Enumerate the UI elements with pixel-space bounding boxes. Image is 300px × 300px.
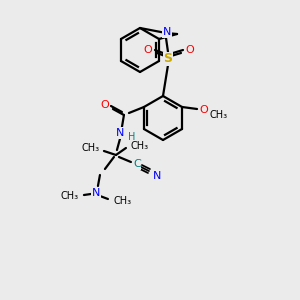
Text: CH₃: CH₃ <box>82 143 100 153</box>
Text: CH₃: CH₃ <box>114 196 132 206</box>
Text: O: O <box>144 45 152 55</box>
Text: N: N <box>163 27 171 37</box>
Text: C: C <box>133 159 141 169</box>
Text: CH₃: CH₃ <box>61 191 79 201</box>
Text: O: O <box>186 45 194 55</box>
Text: CH₃: CH₃ <box>131 141 149 151</box>
Text: O: O <box>200 105 208 115</box>
Text: O: O <box>100 100 109 110</box>
Text: N: N <box>116 128 124 138</box>
Text: S: S <box>164 52 172 65</box>
Text: H: H <box>128 132 136 142</box>
Text: N: N <box>153 171 161 181</box>
Text: CH₃: CH₃ <box>210 110 228 120</box>
Text: N: N <box>92 188 100 198</box>
